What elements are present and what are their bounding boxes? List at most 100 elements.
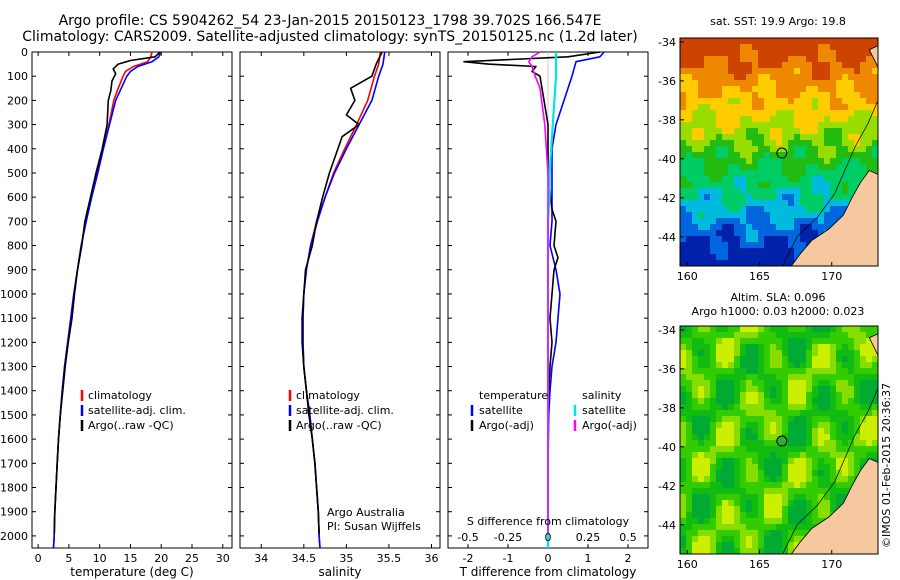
sla-cell	[842, 446, 848, 452]
sst-cell	[836, 98, 842, 104]
sla_map-xtick-label: 160	[677, 558, 698, 571]
sla-cell	[722, 548, 728, 554]
sst-cell	[722, 104, 728, 110]
sst-cell	[680, 92, 686, 98]
sst-cell	[728, 128, 734, 134]
sst-cell	[776, 248, 782, 254]
sst-cell	[812, 62, 818, 68]
sla-cell	[806, 380, 812, 386]
sla-cell	[818, 464, 824, 470]
sst-cell	[776, 86, 782, 92]
sst-cell	[770, 242, 776, 248]
sla-cell	[824, 464, 830, 470]
sst-cell	[794, 122, 800, 128]
sst-cell	[782, 38, 788, 44]
sla-cell	[770, 338, 776, 344]
sla-cell	[770, 458, 776, 464]
sla-cell	[872, 356, 878, 362]
sst-cell	[734, 254, 740, 260]
salinity-xtick-label: 35.5	[377, 552, 402, 565]
sst-cell	[776, 260, 782, 266]
sla-cell	[752, 536, 758, 542]
sla-cell	[860, 368, 866, 374]
sst-cell	[692, 92, 698, 98]
sla-cell	[680, 524, 686, 530]
sla-cell	[776, 452, 782, 458]
sla-cell	[806, 440, 812, 446]
sst-cell	[806, 182, 812, 188]
sla-cell	[764, 326, 770, 332]
sla-cell	[692, 368, 698, 374]
sla-cell	[710, 326, 716, 332]
salinity-xtick-label: 34.5	[292, 552, 317, 565]
temperature-series-argo-raw-qc-	[53, 51, 161, 534]
sla-cell	[746, 536, 752, 542]
sst-cell	[806, 92, 812, 98]
sla_map-ytick-label: -34	[658, 324, 676, 337]
sst-cell	[860, 110, 866, 116]
sla-cell	[728, 470, 734, 476]
sla-cell	[788, 506, 794, 512]
sst-cell	[770, 164, 776, 170]
sla-cell	[740, 530, 746, 536]
sla-cell	[806, 464, 812, 470]
sla-cell	[824, 506, 830, 512]
sst-cell	[680, 164, 686, 170]
sst-cell	[680, 56, 686, 62]
sst-cell	[746, 236, 752, 242]
sst-cell	[752, 164, 758, 170]
sla-cell	[752, 524, 758, 530]
sst-cell	[860, 134, 866, 140]
sst-cell	[710, 146, 716, 152]
sst-cell	[806, 212, 812, 218]
sst-cell	[752, 50, 758, 56]
sst-cell	[764, 128, 770, 134]
sst-cell	[752, 200, 758, 206]
sla-cell	[764, 548, 770, 554]
sst-cell	[716, 182, 722, 188]
sla-cell	[758, 404, 764, 410]
sst-cell	[812, 170, 818, 176]
sla-cell	[794, 404, 800, 410]
sst-cell	[746, 122, 752, 128]
sst-cell	[686, 110, 692, 116]
sla-cell	[734, 440, 740, 446]
sst_map-ytick-label: -42	[658, 192, 676, 205]
sla-cell	[800, 362, 806, 368]
sst-cell	[812, 188, 818, 194]
sla-cell	[680, 440, 686, 446]
sst-cell	[740, 260, 746, 266]
sla-cell	[770, 470, 776, 476]
sst-cell	[854, 176, 860, 182]
sla-cell	[854, 422, 860, 428]
sst-cell	[704, 212, 710, 218]
sla-cell	[764, 452, 770, 458]
sst-cell	[794, 218, 800, 224]
sst-cell	[830, 50, 836, 56]
sla-cell	[686, 416, 692, 422]
sla-cell	[854, 410, 860, 416]
sst-cell	[806, 86, 812, 92]
sla-cell	[770, 332, 776, 338]
sst-cell	[734, 140, 740, 146]
sst-cell	[812, 128, 818, 134]
sst-cell	[716, 128, 722, 134]
sla-cell	[716, 416, 722, 422]
sst-cell	[752, 224, 758, 230]
sla-cell	[776, 518, 782, 524]
sst-cell	[722, 230, 728, 236]
sst-cell	[764, 38, 770, 44]
sst-cell	[704, 104, 710, 110]
sst-cell	[692, 122, 698, 128]
sst-cell	[842, 38, 848, 44]
sla-cell	[728, 416, 734, 422]
sst-cell	[746, 182, 752, 188]
sst-cell	[722, 68, 728, 74]
sla-cell	[836, 416, 842, 422]
sla-cell	[794, 326, 800, 332]
sla-cell	[752, 494, 758, 500]
sst-cell	[728, 104, 734, 110]
sst-cell	[734, 176, 740, 182]
sla-cell	[848, 386, 854, 392]
sst-cell	[866, 146, 872, 152]
